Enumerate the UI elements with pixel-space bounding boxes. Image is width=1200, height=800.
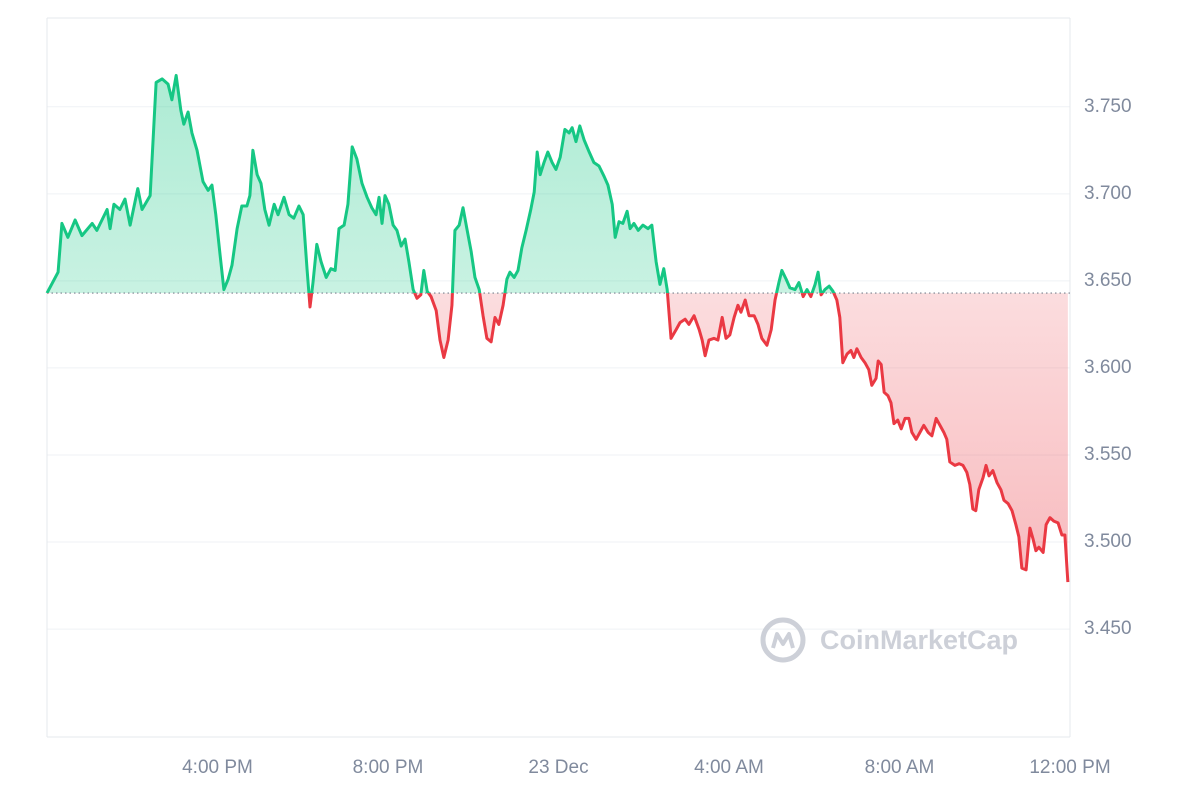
x-tick-label: 4:00 PM <box>182 757 253 778</box>
y-tick-label: 3.650 <box>1084 270 1132 291</box>
y-tick-label: 3.750 <box>1084 96 1132 117</box>
price-line-up <box>45 73 836 294</box>
y-tick-label: 3.450 <box>1084 618 1132 639</box>
x-tick-label: 23 Dec <box>528 757 588 778</box>
watermark-logo <box>760 617 806 663</box>
y-tick-label: 3.550 <box>1084 444 1132 465</box>
price-line-down <box>46 293 1070 583</box>
watermark-logo-mark <box>771 632 795 649</box>
x-tick-label: 8:00 PM <box>353 757 424 778</box>
x-tick-label: 8:00 AM <box>865 757 935 778</box>
y-tick-label: 3.500 <box>1084 531 1132 552</box>
area-down <box>47 293 1068 583</box>
area-up <box>47 75 1068 294</box>
watermark-text: CoinMarketCap <box>820 625 1018 655</box>
y-tick-label: 3.600 <box>1084 357 1132 378</box>
x-tick-label: 4:00 AM <box>694 757 764 778</box>
watermark: CoinMarketCap <box>760 617 1018 663</box>
x-tick-label: 12:00 PM <box>1029 757 1110 778</box>
y-tick-label: 3.700 <box>1084 183 1132 204</box>
